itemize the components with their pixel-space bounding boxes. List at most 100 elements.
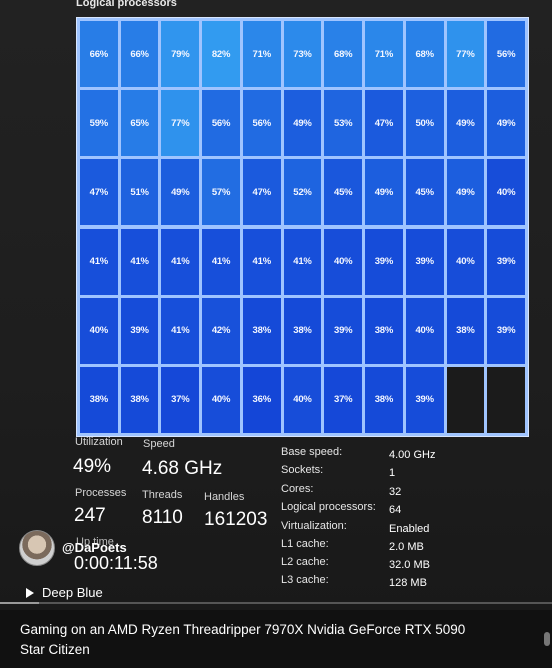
cpu-cell: 68%	[324, 21, 363, 88]
spec-value: 32.0 MB	[389, 559, 430, 571]
handles-value: 161203	[204, 509, 268, 530]
cpu-cell: 82%	[202, 21, 240, 88]
utilization-label: Utilization	[75, 436, 123, 448]
spec-value: 2.0 MB	[389, 541, 424, 553]
threads-value: 8110	[142, 507, 183, 528]
cpu-cell: 49%	[365, 159, 403, 226]
cpu-cell: 40%	[405, 297, 444, 364]
progress-fill	[0, 602, 39, 604]
cpu-cell: 59%	[80, 90, 118, 157]
cpu-cell: 40%	[80, 297, 118, 364]
utilization-value: 49%	[73, 456, 112, 477]
music-track[interactable]: Deep Blue	[26, 585, 103, 600]
logical-processors-grid: 66% 66% 79% 82% 71% 73% 68% 71% 68% 77% 56% 59% 65% 7…	[76, 17, 529, 437]
speed-label: Speed	[143, 438, 175, 450]
cpu-cell: 40%	[324, 228, 363, 295]
cpu-cell: 41%	[80, 228, 118, 295]
cpu-cell: 47%	[80, 159, 118, 226]
spec-label: Sockets:	[281, 464, 324, 476]
cpu-cell: 40%	[202, 366, 240, 433]
cpu-cell: 38%	[242, 297, 281, 364]
cpu-cell: 66%	[120, 21, 159, 88]
spec-label: Virtualization:	[281, 520, 347, 532]
cpu-cell: 47%	[242, 159, 281, 226]
spec-value: 4.00 GHz	[389, 449, 436, 461]
task-manager-screen: Logical processors 66% 66% 79% 82% 71% 73% 68%…	[0, 0, 552, 610]
spec-label: Cores:	[281, 483, 314, 495]
spec-value: 64	[389, 504, 402, 516]
cpu-cell: 38%	[120, 366, 159, 433]
spec-label: L1 cache:	[281, 538, 329, 550]
cpu-cell: 73%	[283, 21, 322, 88]
cpu-cell: 77%	[446, 21, 485, 88]
play-icon	[26, 587, 34, 598]
cpu-cell: 41%	[120, 228, 159, 295]
cpu-cell: 39%	[405, 366, 444, 433]
spec-label: L2 cache:	[281, 556, 329, 568]
cpu-cell: 41%	[161, 228, 200, 295]
cpu-cell: 49%	[161, 159, 200, 226]
cpu-cell: 52%	[283, 159, 322, 226]
cpu-cell: 42%	[202, 297, 240, 364]
channel-name[interactable]: @DaPoets	[62, 540, 127, 555]
cpu-cell: 68%	[405, 21, 444, 88]
spec-value: Enabled	[389, 523, 430, 535]
track-title: Deep Blue	[42, 585, 103, 600]
spec-label: L3 cache:	[281, 574, 329, 586]
cpu-cell: 40%	[283, 366, 322, 433]
cpu-cell: 39%	[487, 297, 525, 364]
threads-label: Threads	[142, 489, 183, 501]
scrollbar[interactable]	[544, 632, 550, 646]
video-caption: Gaming on an AMD Ryzen Threadripper 7970…	[0, 610, 552, 668]
cpu-cell: 38%	[80, 366, 118, 433]
cpu-cell: 49%	[487, 90, 525, 157]
cpu-cell: 39%	[365, 228, 403, 295]
spec-value: 1	[389, 467, 396, 479]
cpu-cell: 45%	[324, 159, 363, 226]
channel-avatar[interactable]	[19, 530, 55, 566]
cpu-cell: 45%	[405, 159, 444, 226]
caption-line-1: Gaming on an AMD Ryzen Threadripper 7970…	[20, 622, 466, 637]
cpu-cell: 37%	[161, 366, 200, 433]
cpu-cell: 56%	[202, 90, 240, 157]
spec-value: 128 MB	[389, 577, 427, 589]
cpu-cell: 79%	[161, 21, 200, 88]
video-progress-bar[interactable]	[0, 602, 552, 604]
cpu-cell-empty	[446, 366, 485, 433]
cpu-cell: 38%	[446, 297, 485, 364]
cpu-cell: 39%	[324, 297, 363, 364]
cpu-cell: 39%	[120, 297, 159, 364]
uptime-label: Up time	[76, 536, 114, 548]
cpu-cell: 40%	[446, 228, 485, 295]
spec-value: 32	[389, 486, 402, 498]
cpu-cell: 51%	[120, 159, 159, 226]
cpu-cell: 66%	[80, 21, 118, 88]
cpu-cell: 77%	[161, 90, 200, 157]
cpu-cell: 39%	[487, 228, 525, 295]
cpu-cell: 65%	[120, 90, 159, 157]
processes-value: 247	[74, 505, 106, 526]
cpu-cell: 41%	[283, 228, 322, 295]
spec-label: Logical processors:	[281, 501, 376, 513]
cpu-cell: 41%	[202, 228, 240, 295]
cpu-cell: 38%	[283, 297, 322, 364]
cpu-cell: 36%	[242, 366, 281, 433]
spec-label: Base speed:	[281, 446, 343, 458]
cpu-cell: 41%	[161, 297, 200, 364]
cpu-cell: 39%	[405, 228, 444, 295]
caption-line-2: Star Citizen	[20, 642, 90, 657]
cpu-cell: 49%	[446, 159, 485, 226]
cpu-cell: 53%	[324, 90, 363, 157]
cpu-cell-empty	[487, 366, 525, 433]
section-title: Logical processors	[76, 0, 177, 9]
speed-value: 4.68 GHz	[142, 458, 223, 479]
cpu-cell: 37%	[324, 366, 363, 433]
cpu-cell: 50%	[405, 90, 444, 157]
handles-label: Handles	[204, 491, 245, 503]
uptime-value: 0:00:11:58	[74, 553, 158, 573]
cpu-cell: 49%	[446, 90, 485, 157]
cpu-cell: 47%	[365, 90, 403, 157]
cpu-cell: 56%	[242, 90, 281, 157]
cpu-cell: 56%	[487, 21, 525, 88]
cpu-cell: 71%	[365, 21, 403, 88]
